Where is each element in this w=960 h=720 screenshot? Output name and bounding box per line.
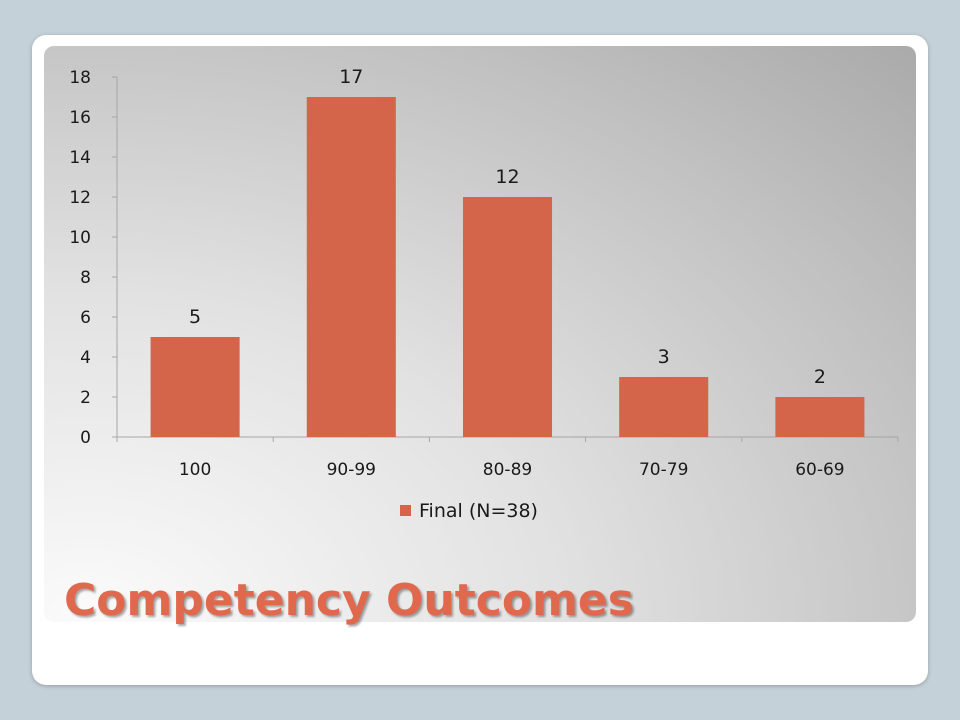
legend-label: Final (N=38) <box>419 500 538 522</box>
y-tick-label: 16 <box>69 108 91 128</box>
y-axis: 0 2 4 6 8 10 12 14 16 18 <box>69 68 118 448</box>
y-tick-label: 6 <box>80 308 91 328</box>
x-tick-label: 100 <box>179 460 211 480</box>
bar <box>619 377 709 437</box>
y-tick-label: 14 <box>69 148 91 168</box>
bar <box>306 97 396 437</box>
x-axis: 100 90-99 80-89 70-79 60-69 <box>116 436 899 480</box>
y-tick-label: 12 <box>69 188 91 208</box>
y-tick-label: 4 <box>80 348 91 368</box>
slide-title: Competency Outcomes <box>64 575 634 626</box>
bar <box>462 197 553 437</box>
bar <box>150 337 240 437</box>
bar-series <box>150 97 865 437</box>
y-tick-label: 8 <box>80 268 91 288</box>
data-label: 12 <box>495 166 519 188</box>
x-tick-label: 60-69 <box>795 460 844 480</box>
data-label: 5 <box>189 306 201 328</box>
data-label: 17 <box>339 66 363 88</box>
bar <box>775 397 865 437</box>
legend-swatch <box>400 505 411 516</box>
y-tick-label: 2 <box>80 388 91 408</box>
data-label: 2 <box>814 366 826 388</box>
data-label: 3 <box>658 346 670 368</box>
y-tick-label: 18 <box>69 68 91 88</box>
data-labels: 5 17 12 3 2 <box>189 66 826 388</box>
y-tick-label: 10 <box>69 228 91 248</box>
legend: Final (N=38) <box>400 500 538 522</box>
x-tick-label: 90-99 <box>327 460 376 480</box>
x-tick-label: 80-89 <box>483 460 532 480</box>
y-tick-label: 0 <box>80 428 91 448</box>
x-tick-label: 70-79 <box>639 460 688 480</box>
